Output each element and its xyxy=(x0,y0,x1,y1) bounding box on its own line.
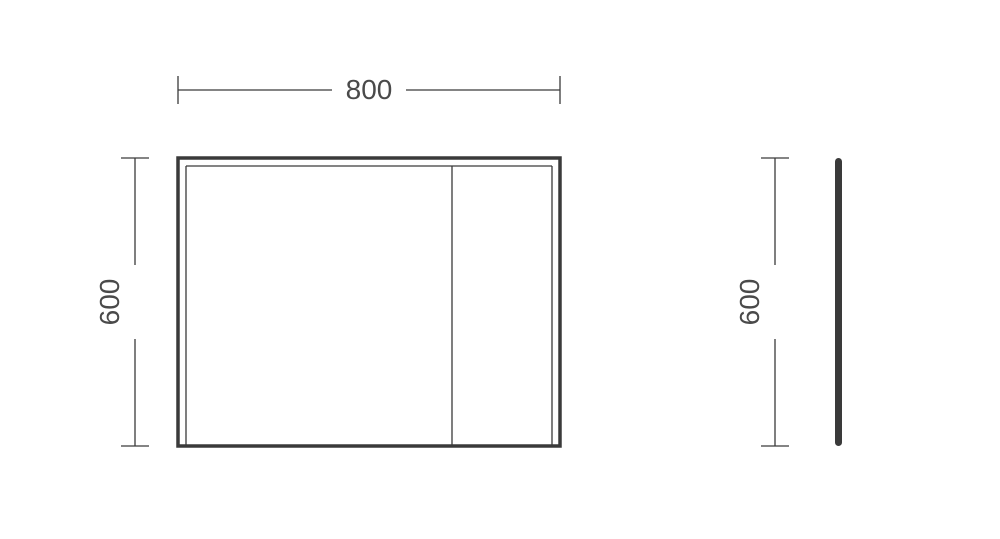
front-outer-frame xyxy=(178,158,560,446)
side-view-profile xyxy=(835,158,842,446)
technical-drawing: 800 600 600 xyxy=(0,0,1000,539)
hdim-label: 800 xyxy=(346,74,393,105)
vdim-label: 600 xyxy=(94,279,125,326)
vdim-label: 600 xyxy=(734,279,765,326)
